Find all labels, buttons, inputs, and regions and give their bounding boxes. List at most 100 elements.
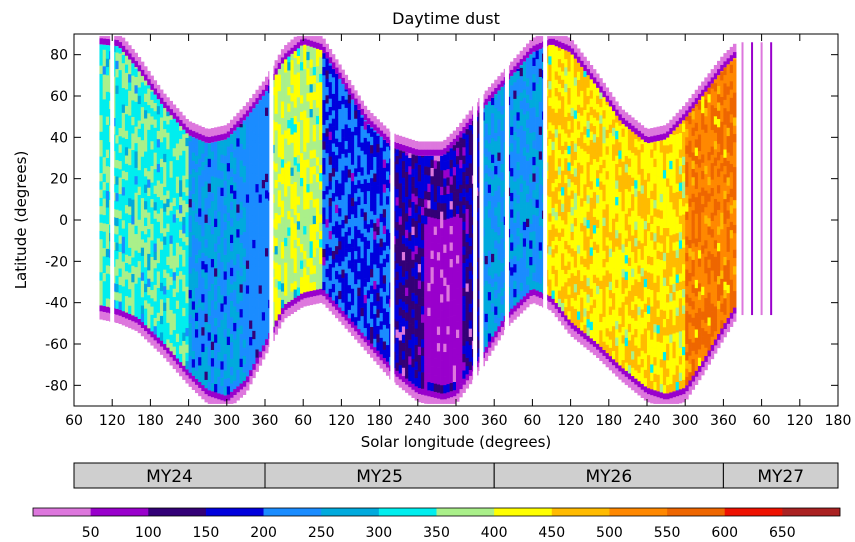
heatmap-cell xyxy=(325,144,329,154)
heatmap-cell xyxy=(456,288,460,297)
heatmap-cell xyxy=(303,234,307,243)
heatmap-cell xyxy=(169,226,173,236)
heatmap-cell xyxy=(303,52,307,61)
heatmap-cell xyxy=(306,150,310,160)
heatmap-cell xyxy=(252,272,256,282)
heatmap-cell xyxy=(293,272,298,282)
heatmap-cell xyxy=(325,152,329,162)
heatmap-cell xyxy=(179,155,183,164)
heatmap-cell xyxy=(233,223,237,233)
heatmap-cell xyxy=(274,212,279,222)
heatmap-cell xyxy=(535,182,540,192)
heatmap-cell xyxy=(220,170,224,180)
heatmap-cell xyxy=(303,209,307,218)
heatmap-cell xyxy=(306,59,310,69)
heatmap-cell xyxy=(201,277,205,286)
heatmap-cell xyxy=(570,223,575,232)
heatmap-edge xyxy=(128,313,132,320)
heatmap-cell xyxy=(427,155,431,159)
heatmap-cell xyxy=(315,214,320,224)
heatmap-cell xyxy=(150,190,154,200)
heatmap-cell xyxy=(258,293,263,302)
heatmap-cell xyxy=(239,209,244,219)
heatmap-cell xyxy=(357,246,361,255)
heatmap-cell xyxy=(309,183,314,192)
heatmap-edge xyxy=(315,289,320,296)
heatmap-cell xyxy=(331,77,336,86)
heatmap-cell xyxy=(420,264,425,274)
heatmap-cell xyxy=(258,235,263,245)
heatmap-cell xyxy=(522,72,527,82)
heatmap-cell xyxy=(210,258,215,268)
heatmap-cell xyxy=(398,364,403,374)
heatmap-cell xyxy=(188,240,193,249)
heatmap-cell xyxy=(484,255,489,265)
heatmap-cell xyxy=(325,136,329,145)
heatmap-cell xyxy=(255,241,259,251)
heatmap-cell xyxy=(405,270,409,280)
heatmap-cell xyxy=(494,107,498,117)
heatmap-cell xyxy=(338,150,342,159)
heatmap-cell xyxy=(229,375,234,384)
heatmap-edge xyxy=(191,131,196,138)
heatmap-edge xyxy=(245,376,250,383)
heatmap-cell xyxy=(131,265,135,275)
heatmap-cell xyxy=(440,335,444,344)
heatmap-cell xyxy=(519,191,524,201)
heatmap-cell xyxy=(201,360,205,369)
heatmap-cell xyxy=(214,383,218,393)
heatmap-cell xyxy=(306,225,310,234)
heatmap-cell xyxy=(557,240,562,250)
heatmap-cell xyxy=(274,245,279,255)
heatmap-cell xyxy=(500,254,505,264)
heatmap-cell xyxy=(573,250,578,260)
heatmap-cell xyxy=(459,151,463,160)
heatmap-edge xyxy=(159,97,164,104)
heatmap-edge xyxy=(233,124,237,131)
heatmap-cell xyxy=(424,182,428,192)
heatmap-cell xyxy=(261,311,266,321)
heatmap-cell xyxy=(210,283,215,293)
heatmap-cell xyxy=(220,319,224,329)
heatmap-cell xyxy=(487,275,492,284)
heatmap-cell xyxy=(561,294,565,303)
heatmap-cell xyxy=(350,164,355,174)
heatmap-cell xyxy=(229,300,234,310)
heatmap-cell xyxy=(335,187,339,197)
heatmap-cell xyxy=(401,293,406,302)
heatmap-cell xyxy=(487,118,492,127)
heatmap-cell xyxy=(449,184,454,193)
heatmap-cell xyxy=(163,318,167,328)
heatmap-cell xyxy=(233,231,237,241)
heatmap-cell xyxy=(446,309,450,318)
heatmap-cell xyxy=(420,372,425,381)
heatmap-cell xyxy=(548,130,552,140)
heatmap-cell xyxy=(576,203,581,213)
heatmap-cell xyxy=(516,285,520,295)
heatmap-cell xyxy=(573,168,578,177)
heatmap-cell xyxy=(494,94,498,100)
heatmap-cell xyxy=(134,142,138,152)
heatmap-cell xyxy=(229,226,234,235)
heatmap-cell xyxy=(306,159,310,168)
heatmap-cell xyxy=(510,126,514,136)
heatmap-cell xyxy=(163,203,167,212)
heatmap-cell xyxy=(366,323,371,332)
heatmap-cell xyxy=(338,108,342,118)
heatmap-cell xyxy=(379,271,384,280)
heatmap-cell xyxy=(398,356,403,366)
heatmap-cell xyxy=(484,247,489,256)
heatmap-cell xyxy=(424,157,428,167)
heatmap-cell xyxy=(436,334,441,344)
heatmap-cell xyxy=(427,249,431,259)
heatmap-cell xyxy=(242,273,247,282)
heatmap-edge xyxy=(226,394,231,401)
heatmap-cell xyxy=(242,355,247,365)
heatmap-cell xyxy=(522,221,527,231)
heatmap-cell xyxy=(261,154,266,164)
heatmap-cell xyxy=(303,283,307,293)
heatmap-cell xyxy=(519,175,524,184)
heatmap-cell xyxy=(436,177,441,187)
heatmap-cell xyxy=(255,142,259,152)
heatmap-cell xyxy=(360,175,364,184)
